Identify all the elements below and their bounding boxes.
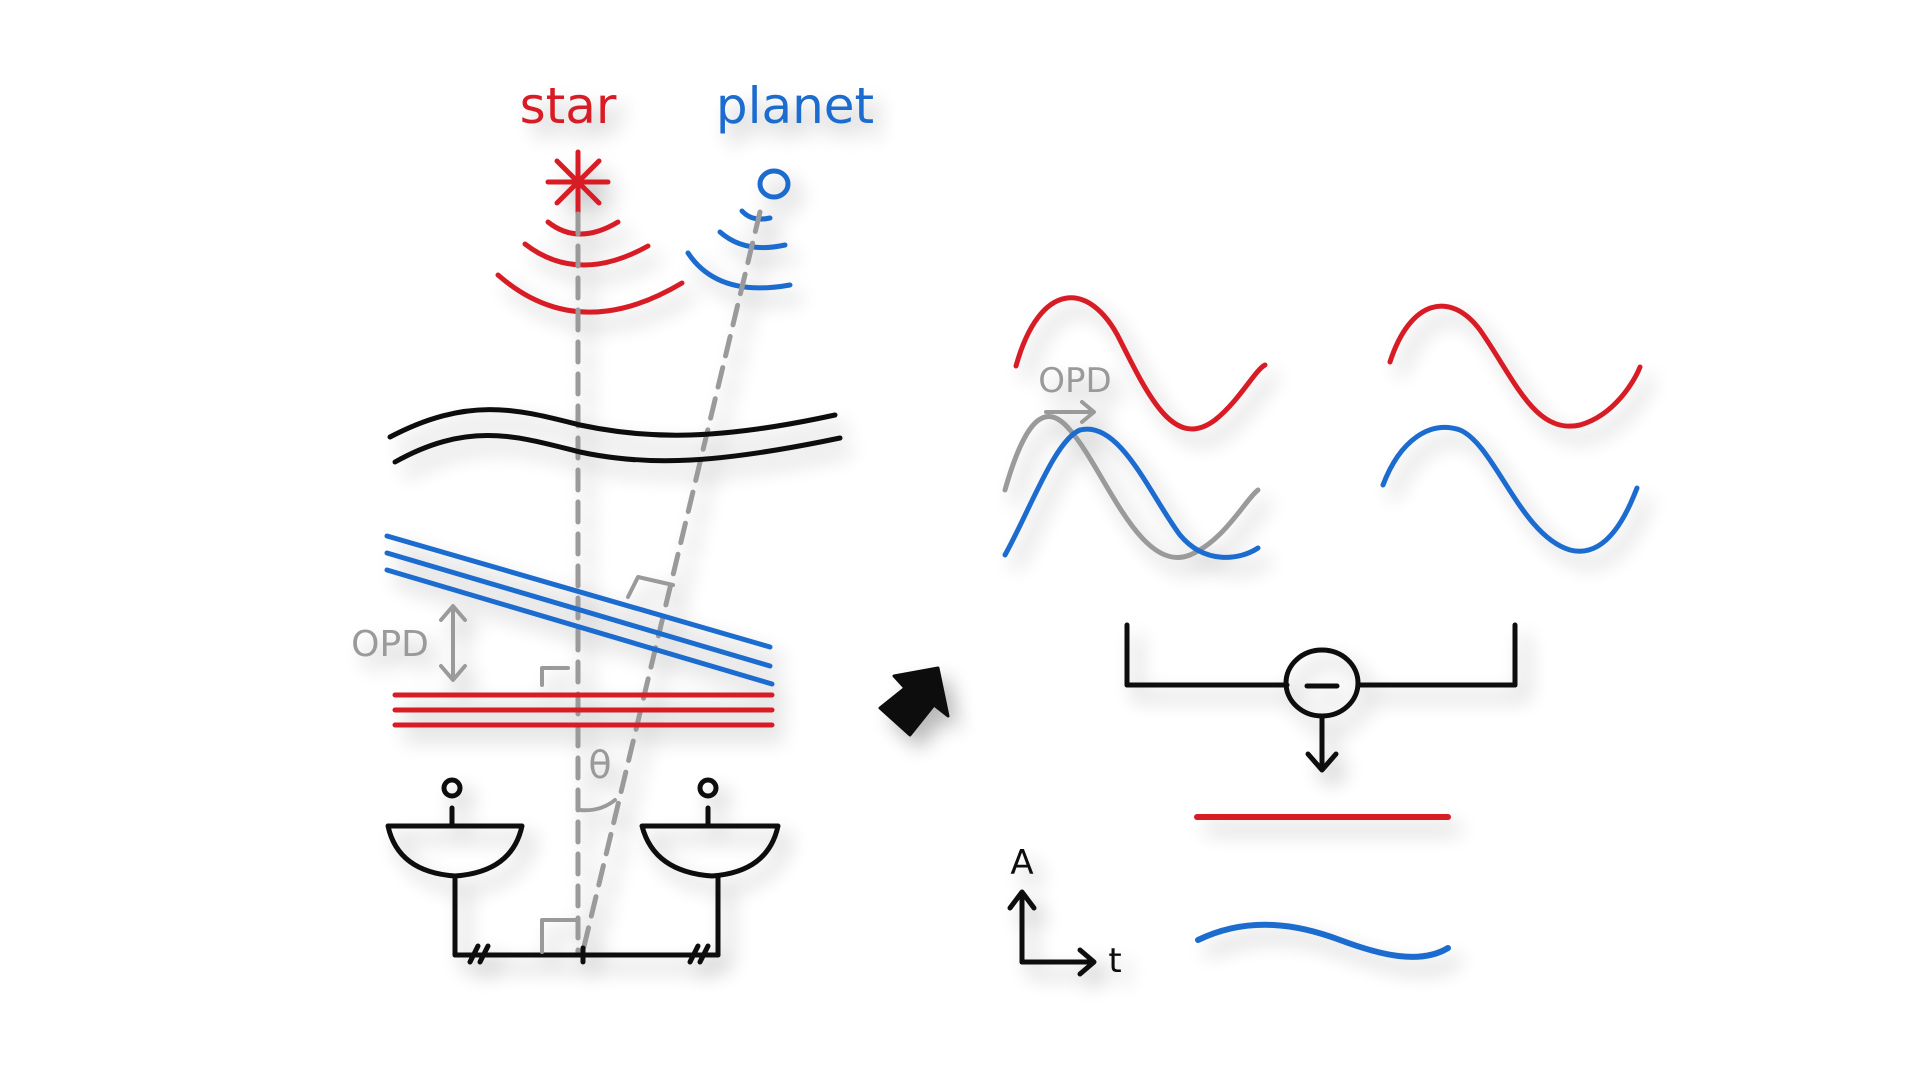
axis-y-label: A bbox=[1010, 843, 1033, 883]
opd-wave-label: OPD bbox=[1038, 361, 1111, 401]
planet-output-wave bbox=[1195, 921, 1451, 960]
star-wavefronts bbox=[495, 219, 685, 315]
telescope-right bbox=[639, 777, 781, 958]
star-horizontal-wavefronts bbox=[392, 692, 775, 728]
theta-label: θ bbox=[588, 743, 611, 787]
beam-combiner bbox=[1124, 622, 1518, 773]
right-arrow-icon bbox=[878, 666, 950, 737]
theta-arc bbox=[578, 798, 617, 813]
wave-panel-shifted: OPD bbox=[1002, 295, 1268, 560]
opd-label: OPD bbox=[351, 624, 429, 665]
star-wave-right bbox=[1387, 303, 1643, 429]
planet-wave-left bbox=[1002, 426, 1261, 560]
axis-x-label: t bbox=[1108, 941, 1121, 981]
baseline bbox=[452, 943, 721, 965]
planet-tilted-wavefronts bbox=[384, 533, 775, 687]
telescope-left bbox=[385, 777, 525, 958]
opd-shift-arrow bbox=[1044, 400, 1096, 424]
planet-wave-right bbox=[1380, 424, 1640, 554]
asterisk-star-icon bbox=[545, 149, 611, 215]
reference-wave-gray bbox=[1002, 414, 1261, 560]
right-angle-mark-upper bbox=[626, 575, 675, 599]
atmosphere-lines bbox=[387, 407, 843, 465]
minus-circle-icon bbox=[1283, 647, 1361, 719]
planet-wavefronts bbox=[685, 208, 793, 291]
circle-planet-icon bbox=[757, 168, 791, 200]
star-wave-left bbox=[1013, 295, 1268, 432]
planet-label: planet bbox=[716, 77, 874, 135]
right-angle-mark-middle bbox=[540, 666, 570, 687]
star-label: star bbox=[520, 77, 617, 135]
wave-panel-aligned bbox=[1380, 303, 1643, 554]
amplitude-time-axes bbox=[1007, 889, 1097, 977]
opd-double-arrow bbox=[439, 604, 467, 682]
right-angle-mark-lower bbox=[540, 918, 577, 954]
